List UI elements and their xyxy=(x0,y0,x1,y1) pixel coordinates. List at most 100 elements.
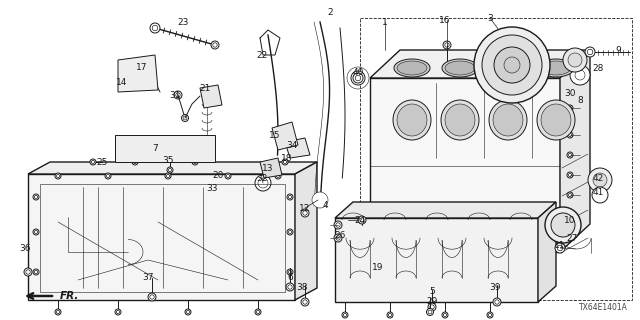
Circle shape xyxy=(150,295,154,299)
Ellipse shape xyxy=(541,61,571,75)
Text: 36: 36 xyxy=(19,244,31,252)
Circle shape xyxy=(493,298,501,306)
Circle shape xyxy=(35,195,38,199)
Circle shape xyxy=(33,229,39,235)
Circle shape xyxy=(186,310,189,314)
Text: 12: 12 xyxy=(300,204,310,212)
Circle shape xyxy=(343,313,347,317)
Circle shape xyxy=(568,133,572,137)
Circle shape xyxy=(24,268,32,276)
Text: 22: 22 xyxy=(257,51,268,60)
Circle shape xyxy=(495,300,499,304)
Circle shape xyxy=(428,303,436,311)
Circle shape xyxy=(286,283,294,291)
Circle shape xyxy=(588,49,593,55)
Circle shape xyxy=(33,269,39,275)
Circle shape xyxy=(143,73,147,77)
Text: 35: 35 xyxy=(163,156,173,164)
Polygon shape xyxy=(335,202,556,218)
Ellipse shape xyxy=(441,100,479,140)
Text: 21: 21 xyxy=(199,84,211,92)
Text: 4: 4 xyxy=(322,201,328,210)
Circle shape xyxy=(115,309,121,315)
Text: 15: 15 xyxy=(269,131,281,140)
Circle shape xyxy=(185,309,191,315)
Circle shape xyxy=(90,159,96,165)
Text: 28: 28 xyxy=(592,63,604,73)
Circle shape xyxy=(287,194,293,200)
Text: 19: 19 xyxy=(372,263,384,273)
Circle shape xyxy=(144,71,152,79)
Circle shape xyxy=(142,72,148,78)
Text: 23: 23 xyxy=(177,18,189,27)
Polygon shape xyxy=(260,158,282,178)
Circle shape xyxy=(106,174,109,178)
Polygon shape xyxy=(118,55,158,92)
Circle shape xyxy=(183,116,187,120)
Circle shape xyxy=(334,221,342,229)
Text: 8: 8 xyxy=(577,95,583,105)
Circle shape xyxy=(152,25,157,31)
Circle shape xyxy=(124,64,132,72)
Circle shape xyxy=(56,310,60,314)
Ellipse shape xyxy=(442,59,478,77)
Circle shape xyxy=(557,245,563,251)
Circle shape xyxy=(568,106,572,110)
Circle shape xyxy=(353,73,363,83)
Circle shape xyxy=(592,187,608,203)
Circle shape xyxy=(55,173,61,179)
Circle shape xyxy=(342,312,348,318)
Polygon shape xyxy=(28,174,295,300)
Text: 42: 42 xyxy=(593,173,604,182)
Circle shape xyxy=(212,43,217,47)
Circle shape xyxy=(174,91,182,99)
Circle shape xyxy=(282,159,288,165)
Circle shape xyxy=(430,305,434,309)
Circle shape xyxy=(116,310,120,314)
Ellipse shape xyxy=(541,104,571,136)
Text: TX64E1401A: TX64E1401A xyxy=(579,303,628,312)
Text: 10: 10 xyxy=(564,215,576,225)
Text: 3: 3 xyxy=(487,13,493,22)
Text: 30: 30 xyxy=(564,89,576,98)
Circle shape xyxy=(588,168,612,192)
Ellipse shape xyxy=(393,100,431,140)
Circle shape xyxy=(35,270,38,274)
Polygon shape xyxy=(285,138,310,158)
Circle shape xyxy=(315,195,325,205)
Ellipse shape xyxy=(489,100,527,140)
Circle shape xyxy=(293,144,301,152)
Circle shape xyxy=(504,57,520,73)
Circle shape xyxy=(494,47,530,83)
Circle shape xyxy=(288,285,292,289)
Circle shape xyxy=(287,269,293,275)
Ellipse shape xyxy=(537,100,575,140)
Circle shape xyxy=(585,47,595,57)
Text: 33: 33 xyxy=(206,183,218,193)
Circle shape xyxy=(276,174,280,178)
Polygon shape xyxy=(370,78,560,252)
Circle shape xyxy=(301,209,309,217)
Text: 27: 27 xyxy=(566,234,578,243)
Text: FR.: FR. xyxy=(60,291,79,301)
Circle shape xyxy=(301,298,309,306)
Circle shape xyxy=(428,310,432,314)
Polygon shape xyxy=(200,85,222,108)
Circle shape xyxy=(567,152,573,158)
Text: 34: 34 xyxy=(286,140,298,149)
Circle shape xyxy=(444,313,447,317)
Circle shape xyxy=(124,81,132,89)
Text: 16: 16 xyxy=(439,15,451,25)
Circle shape xyxy=(317,197,323,203)
Circle shape xyxy=(133,160,137,164)
Circle shape xyxy=(211,41,219,49)
Circle shape xyxy=(146,73,150,77)
Circle shape xyxy=(269,166,273,170)
Circle shape xyxy=(275,173,281,179)
Circle shape xyxy=(148,293,156,301)
Text: 18: 18 xyxy=(281,154,292,163)
Circle shape xyxy=(388,313,392,317)
Circle shape xyxy=(567,192,573,198)
Circle shape xyxy=(593,173,607,187)
Circle shape xyxy=(567,105,573,111)
